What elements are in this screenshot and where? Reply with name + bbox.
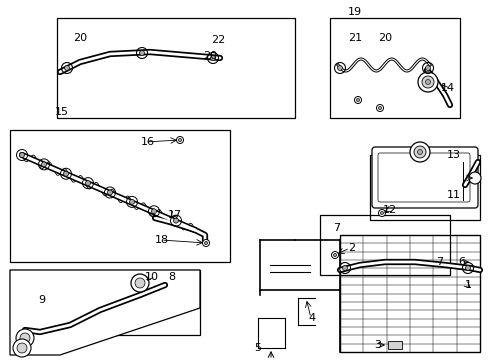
Circle shape — [129, 199, 134, 204]
Circle shape — [13, 339, 31, 357]
Circle shape — [107, 190, 112, 195]
Text: 6: 6 — [458, 257, 465, 267]
Circle shape — [64, 66, 69, 71]
Circle shape — [337, 66, 342, 71]
Bar — [369, 155, 479, 220]
Circle shape — [409, 142, 429, 162]
Circle shape — [354, 96, 361, 104]
Circle shape — [16, 329, 34, 347]
Bar — [339, 235, 479, 352]
Polygon shape — [10, 270, 200, 355]
Circle shape — [417, 149, 422, 154]
Circle shape — [378, 210, 385, 216]
Text: 16: 16 — [141, 137, 155, 147]
Circle shape — [333, 253, 336, 256]
Circle shape — [139, 50, 144, 55]
Text: 9: 9 — [39, 295, 45, 305]
Circle shape — [151, 209, 156, 214]
Circle shape — [178, 139, 181, 141]
Bar — [329, 18, 459, 118]
Text: 5: 5 — [254, 343, 261, 353]
Text: 14: 14 — [440, 83, 454, 93]
Circle shape — [380, 211, 383, 215]
Text: 10: 10 — [145, 272, 159, 282]
Circle shape — [176, 136, 183, 144]
Bar — [57, 18, 294, 118]
Circle shape — [468, 172, 480, 184]
Text: 21: 21 — [347, 33, 361, 43]
Text: 20: 20 — [377, 33, 391, 43]
Circle shape — [465, 265, 469, 270]
Text: 13: 13 — [446, 150, 460, 160]
Circle shape — [421, 76, 433, 88]
Circle shape — [356, 99, 359, 102]
Text: 17: 17 — [167, 210, 182, 220]
Circle shape — [425, 66, 429, 71]
Text: 7: 7 — [333, 223, 340, 233]
Text: 19: 19 — [347, 7, 361, 17]
Text: 8: 8 — [168, 272, 175, 282]
Bar — [387, 341, 401, 349]
Circle shape — [20, 333, 30, 343]
Bar — [319, 215, 449, 275]
Circle shape — [85, 181, 90, 186]
Text: 4: 4 — [308, 313, 315, 323]
Circle shape — [135, 278, 145, 288]
Circle shape — [331, 252, 338, 258]
Circle shape — [413, 146, 425, 158]
Text: 11: 11 — [446, 190, 460, 200]
Text: 1: 1 — [464, 280, 470, 290]
Text: 7: 7 — [436, 257, 443, 267]
Circle shape — [378, 107, 381, 109]
Circle shape — [41, 162, 46, 167]
Circle shape — [376, 104, 383, 112]
Text: 22: 22 — [210, 35, 224, 45]
Circle shape — [173, 218, 178, 223]
Text: 20: 20 — [73, 33, 87, 43]
Circle shape — [342, 265, 347, 270]
Text: 18: 18 — [155, 235, 169, 245]
Bar — [10, 270, 200, 335]
Bar — [10, 130, 229, 262]
Text: 3: 3 — [374, 340, 381, 350]
Circle shape — [425, 80, 429, 85]
Text: 20: 20 — [203, 51, 217, 61]
Text: 2: 2 — [348, 243, 355, 253]
Circle shape — [417, 72, 437, 92]
Circle shape — [20, 153, 24, 157]
Circle shape — [202, 239, 209, 247]
Text: 12: 12 — [382, 205, 396, 215]
Text: 15: 15 — [55, 107, 69, 117]
Circle shape — [210, 55, 215, 60]
Circle shape — [63, 171, 68, 176]
Circle shape — [131, 274, 149, 292]
FancyBboxPatch shape — [371, 147, 477, 208]
Circle shape — [204, 242, 207, 244]
Circle shape — [17, 343, 27, 353]
